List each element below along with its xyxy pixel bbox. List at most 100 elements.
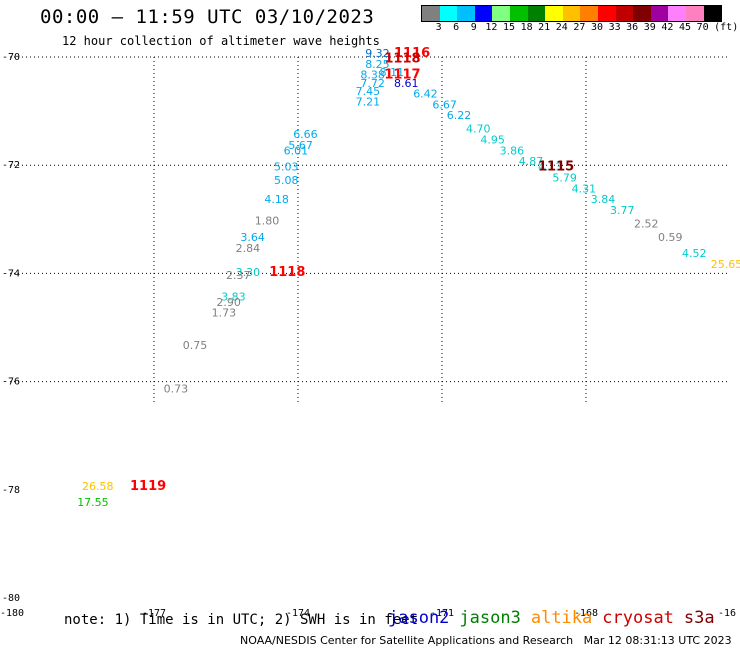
y-tick-label: -76	[2, 377, 20, 388]
data-point-label: 2.90	[216, 296, 241, 309]
x-tick-label: -177	[142, 608, 166, 619]
color-scale-label: 9	[470, 22, 477, 33]
color-scale-label: 6	[453, 22, 460, 33]
data-point-label: 4.13	[538, 161, 563, 174]
data-point-label: 4.87	[519, 155, 544, 168]
data-point-label: 6.42	[413, 88, 438, 101]
color-swatch	[545, 6, 563, 21]
satellite-jason3: jason3	[459, 608, 521, 628]
pass-label: 1119	[130, 479, 166, 494]
x-tick-label: -180	[0, 608, 24, 619]
data-point-label: 8.38	[360, 69, 385, 82]
y-tick-label: -70	[2, 52, 20, 63]
footer-note: note: 1) Time is in UTC; 2) SWH is in fe…	[64, 612, 419, 628]
pass-label: 1116	[394, 46, 430, 61]
data-point-label: 5.03	[274, 161, 299, 174]
data-point-label: 5.08	[274, 174, 299, 187]
color-scale-label: 70	[696, 22, 709, 33]
data-point-label: 8.25	[365, 58, 390, 71]
data-point-label: 2.37	[226, 269, 251, 282]
data-point-label: 8.11	[380, 66, 405, 79]
data-point-label: 0.75	[183, 339, 208, 352]
data-point-label: 4.52	[682, 247, 707, 260]
x-tick-label: -168	[574, 608, 598, 619]
color-scale-label: 18	[520, 22, 533, 33]
color-swatch	[457, 6, 475, 21]
satellite-altika: altika	[530, 608, 593, 628]
data-point-label: 6.01	[284, 144, 309, 157]
color-swatch	[685, 6, 704, 21]
data-point-label: 17.55	[77, 496, 109, 509]
data-point-label: 8.61	[394, 77, 419, 90]
data-point-label: 3.84	[591, 193, 616, 206]
color-scale-label: 42	[661, 22, 674, 33]
color-scale-label: 21	[538, 22, 551, 33]
color-swatch	[562, 6, 581, 21]
data-point-label: 1.80	[255, 215, 279, 228]
color-swatch	[597, 6, 616, 21]
color-swatch	[527, 6, 546, 21]
data-point-label: 1.73	[212, 307, 237, 320]
x-tick-label: -171	[430, 608, 454, 619]
color-swatch	[650, 6, 669, 21]
color-scale-label: 39	[643, 22, 656, 33]
data-point-label: 7.45	[356, 85, 381, 98]
y-tick-label: -80	[2, 593, 20, 604]
color-swatch	[439, 6, 458, 21]
pass-label: 1118	[269, 265, 305, 280]
data-point-label: 7.72	[360, 77, 385, 90]
x-tick-label: -174	[286, 608, 310, 619]
data-point-label: 5.79	[552, 171, 577, 184]
data-point-label: 26.58	[82, 480, 114, 493]
data-point-label: 4.31	[572, 182, 597, 195]
satellite-cryosat: cryosat	[602, 608, 674, 628]
color-scale-label: 33	[608, 22, 621, 33]
data-point-label: 6.22	[447, 109, 472, 122]
color-swatch	[492, 6, 510, 21]
data-point-label: 3.77	[610, 204, 635, 217]
color-scale-label: 3	[435, 22, 442, 33]
y-tick-label: -74	[2, 268, 20, 279]
data-point-label: 0.73	[164, 382, 189, 395]
data-point-label: 2.52	[634, 217, 659, 230]
color-swatch	[422, 6, 440, 21]
data-point-label: 4.95	[480, 134, 505, 147]
page-title: 00:00 – 11:59 UTC 03/10/2023	[40, 6, 375, 28]
color-swatch	[633, 6, 651, 21]
color-scale-label: 45	[678, 22, 692, 33]
data-point-label: 6.66	[293, 128, 318, 141]
color-scale-label: (ft)	[714, 22, 739, 33]
color-scale-labels: 3 6 9 12 15 18 21 24 27 30 33 36 39 42 45 70 (ft)	[421, 22, 740, 34]
color-swatch	[474, 6, 493, 21]
color-scale-label: 24	[555, 22, 568, 33]
color-scale-bar	[421, 5, 723, 22]
data-point-label: 6.67	[432, 98, 457, 111]
data-point-label: 3.86	[500, 144, 524, 157]
color-scale-label: 15	[502, 22, 516, 33]
satellite-s3a: s3a	[683, 608, 715, 628]
credit-line: NOAA/NESDIS Center for Satellite Applica…	[240, 634, 732, 647]
satellite-legend: jason2 jason3 altika cryosat s3a	[388, 608, 725, 628]
data-point-label: 3.83	[221, 290, 246, 303]
data-point-label: 9.32	[365, 47, 390, 60]
y-tick-label: -78	[2, 485, 20, 496]
data-point-label: 5.67	[288, 139, 313, 152]
data-point-label: 7.21	[356, 96, 381, 109]
color-scale-label: 27	[573, 22, 586, 33]
pass-label: 1117	[384, 68, 420, 83]
pass-label: 1118	[384, 51, 420, 66]
color-swatch	[615, 6, 634, 21]
x-tick-label: -16	[718, 608, 736, 619]
data-point-label: 3.64	[240, 231, 265, 244]
color-swatch	[668, 6, 686, 21]
color-scale-label: 36	[626, 22, 639, 33]
chart-subtitle: 12 hour collection of altimeter wave hei…	[62, 34, 380, 48]
data-point-label: 2.84	[236, 242, 261, 255]
data-point-label: 4.18	[264, 193, 289, 206]
data-point-label: 0.59	[658, 231, 683, 244]
color-swatch	[580, 6, 598, 21]
data-point-label: 3.30	[236, 266, 261, 279]
pass-label: 1115	[538, 160, 574, 175]
satellite-jason2: jason2	[388, 608, 450, 628]
